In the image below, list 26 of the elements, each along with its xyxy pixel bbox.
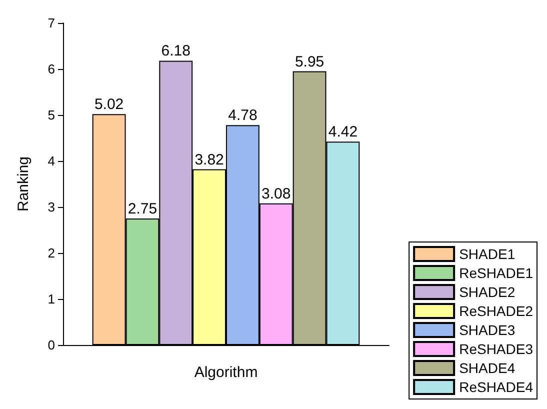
legend-label: SHADE4 [459, 360, 516, 376]
y-tick-label: 6 [48, 62, 55, 76]
legend-label: SHADE1 [459, 246, 516, 262]
data-label: 5.95 [294, 53, 324, 70]
y-tick-label: 2 [48, 246, 55, 260]
data-label: 4.42 [328, 124, 358, 141]
legend-label: SHADE2 [459, 284, 516, 300]
y-axis-title: Ranking [15, 156, 32, 212]
data-label: 3.08 [262, 185, 291, 202]
data-label: 6.18 [161, 42, 190, 60]
data-label: 5.02 [94, 96, 124, 114]
legend-label: ReSHADE2 [459, 303, 534, 319]
data-label: 4.78 [228, 107, 258, 124]
legend-label: ReSHADE4 [459, 379, 534, 395]
y-tick-label: 5 [48, 108, 55, 122]
y-tick-label: 1 [48, 292, 55, 306]
y-tick-label: 0 [48, 338, 55, 352]
data-label: 2.75 [128, 200, 158, 218]
y-tick-label: 7 [48, 16, 55, 30]
y-tick-label: 3 [48, 200, 55, 214]
legend-label: ReSHADE3 [459, 341, 534, 357]
legend-label: SHADE3 [459, 322, 516, 338]
legend-label: ReSHADE1 [459, 265, 534, 281]
data-label: 3.82 [194, 151, 224, 168]
x-axis-title: Algorithm [194, 364, 258, 381]
y-tick-label: 4 [48, 154, 55, 168]
